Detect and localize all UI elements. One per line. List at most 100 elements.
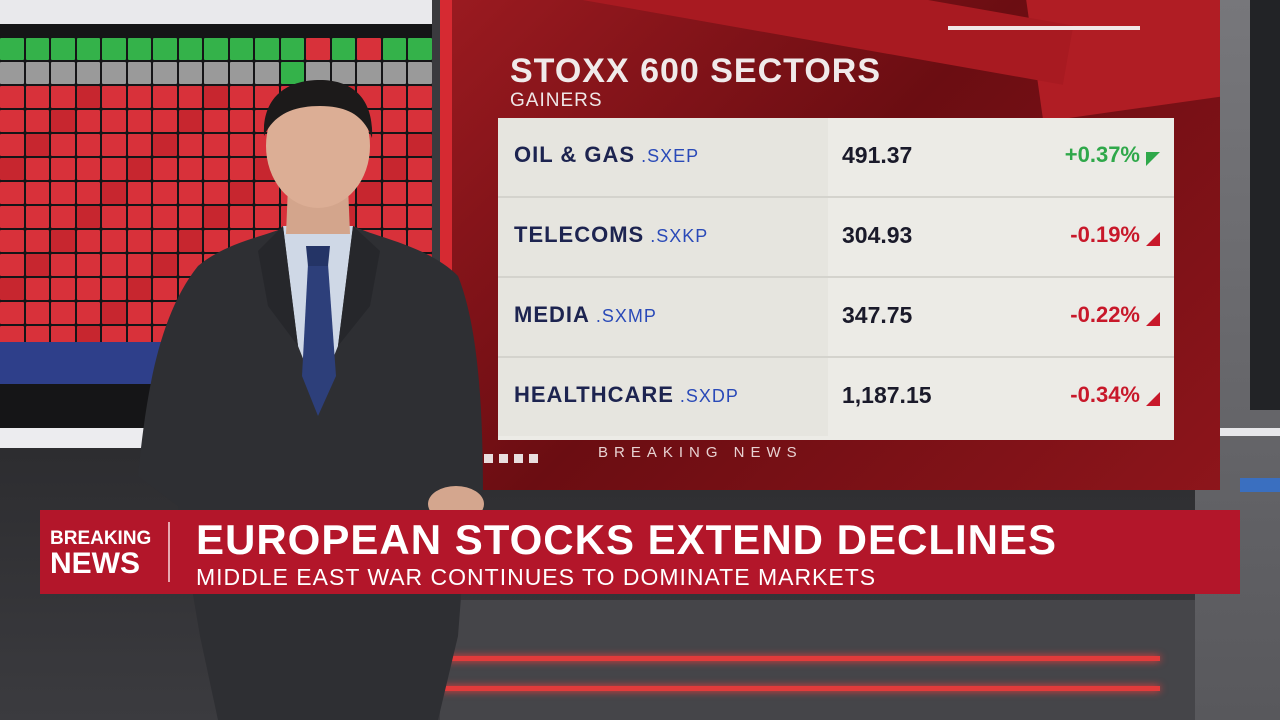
heatmap-cell xyxy=(382,182,407,204)
sector-label: MEDIA xyxy=(514,302,590,327)
sector-change: -0.34% xyxy=(1070,382,1140,407)
heatmap-cell xyxy=(0,134,24,156)
heatmap-cell xyxy=(0,230,24,252)
heatmap-cell xyxy=(280,38,305,60)
dot xyxy=(499,454,508,463)
sector-name-cell: OIL & GAS .SXEP xyxy=(498,118,828,196)
heatmap-cell xyxy=(357,206,381,228)
heatmap-cell xyxy=(408,110,432,132)
heatmap-cell xyxy=(153,86,177,108)
heatmap-cell xyxy=(102,254,126,276)
heatmap-cell xyxy=(331,62,356,84)
heatmap-cell xyxy=(178,86,203,108)
heatmap-cell xyxy=(51,302,75,324)
sector-table: OIL & GAS .SXEP 491.37 +0.37% TELECOMS .SX… xyxy=(498,118,1174,440)
heatmap-cell xyxy=(306,62,330,84)
heatmap-cell xyxy=(153,230,177,252)
heatmap-cell xyxy=(357,38,381,60)
sector-name-cell: HEALTHCARE .SXDP xyxy=(498,358,828,436)
heatmap-cell xyxy=(382,206,407,228)
heatmap-cell xyxy=(51,134,75,156)
heatmap-cell xyxy=(127,278,152,300)
graphic-title: STOXX 600 SECTORS xyxy=(510,52,881,90)
heatmap-cell xyxy=(331,38,356,60)
heatmap-cell xyxy=(25,86,50,108)
dot xyxy=(484,454,493,463)
heatmap-cell xyxy=(127,158,152,180)
heatmap-cell xyxy=(51,182,75,204)
heatmap-cell xyxy=(102,110,126,132)
heatmap-cell xyxy=(178,134,203,156)
headline: EUROPEAN STOCKS EXTEND DECLINES xyxy=(196,516,1058,563)
heatmap-cell xyxy=(204,62,228,84)
heatmap-cell xyxy=(178,230,203,252)
change-arrow-icon xyxy=(1146,392,1160,406)
heatmap-cell xyxy=(204,158,228,180)
heatmap-cell xyxy=(408,62,432,84)
heatmap-cell xyxy=(153,182,177,204)
heatmap-cell xyxy=(0,62,24,84)
sector-change: +0.37% xyxy=(1064,142,1140,167)
sector-label: TELECOMS xyxy=(514,222,645,247)
heatmap-cell xyxy=(382,62,407,84)
dot xyxy=(514,454,523,463)
heatmap-cell xyxy=(153,158,177,180)
heatmap-cell xyxy=(178,38,203,60)
heatmap-cell xyxy=(408,230,432,252)
heatmap-cell xyxy=(51,38,75,60)
heatmap-cell xyxy=(127,38,152,60)
lower-third-banner: BREAKING NEWS EUROPEAN STOCKS EXTEND DEC… xyxy=(40,510,1240,594)
heatmap-cell xyxy=(51,110,75,132)
heatmap-cell xyxy=(382,134,407,156)
graphic-footer: BREAKING NEWS xyxy=(598,444,803,461)
heatmap-cell xyxy=(25,38,50,60)
heatmap-cell xyxy=(357,62,381,84)
heatmap-cell xyxy=(102,206,126,228)
breaking-label: BREAKING xyxy=(50,528,152,549)
heatmap-cell xyxy=(153,110,177,132)
heatmap-cell xyxy=(204,206,228,228)
heatmap-cell xyxy=(229,62,254,84)
heatmap-cell xyxy=(229,86,254,108)
heatmap-cell xyxy=(0,254,24,276)
heatmap-cell xyxy=(127,302,152,324)
heatmap-cell xyxy=(229,38,254,60)
sector-change: -0.22% xyxy=(1070,302,1140,327)
sector-ticker: .SXMP xyxy=(595,306,657,326)
heatmap-cell xyxy=(25,278,50,300)
heatmap-cell xyxy=(127,254,152,276)
heatmap-cell xyxy=(229,134,254,156)
subheadline: MIDDLE EAST WAR CONTINUES TO DOMINATE MA… xyxy=(196,564,877,590)
table-row: OIL & GAS .SXEP 491.37 +0.37% xyxy=(498,118,1174,198)
heatmap-cell xyxy=(25,230,50,252)
heatmap-cell xyxy=(0,158,24,180)
heatmap-cell xyxy=(0,86,24,108)
sector-change: -0.19% xyxy=(1070,222,1140,247)
heatmap-cell xyxy=(76,302,101,324)
heatmap-cell xyxy=(0,182,24,204)
heatmap-cell xyxy=(76,110,101,132)
presenter-figure xyxy=(138,80,484,720)
change-arrow-icon xyxy=(1146,232,1160,246)
heatmap-cell xyxy=(76,278,101,300)
heatmap-cell xyxy=(178,206,203,228)
heatmap-cell xyxy=(408,182,432,204)
studio-side-screen xyxy=(1250,0,1280,410)
heatmap-cell xyxy=(25,254,50,276)
sector-name: TELECOMS .SXKP xyxy=(514,222,708,248)
heatmap-cell xyxy=(76,182,101,204)
change-arrow-icon xyxy=(1146,152,1160,166)
sector-name-cell: TELECOMS .SXKP xyxy=(498,198,828,276)
heatmap-cell xyxy=(51,206,75,228)
heatmap-cell xyxy=(0,110,24,132)
heatmap-cell xyxy=(357,182,381,204)
heatmap-cell xyxy=(382,110,407,132)
heatmap-cell xyxy=(0,302,24,324)
studio-wall-stripe xyxy=(1200,428,1280,436)
sector-name-cell: MEDIA .SXMP xyxy=(498,278,828,356)
heatmap-cell xyxy=(102,230,126,252)
banner-divider xyxy=(168,522,170,582)
heatmap-cell xyxy=(408,86,432,108)
heatmap-cell xyxy=(25,134,50,156)
heatmap-cell xyxy=(0,206,24,228)
